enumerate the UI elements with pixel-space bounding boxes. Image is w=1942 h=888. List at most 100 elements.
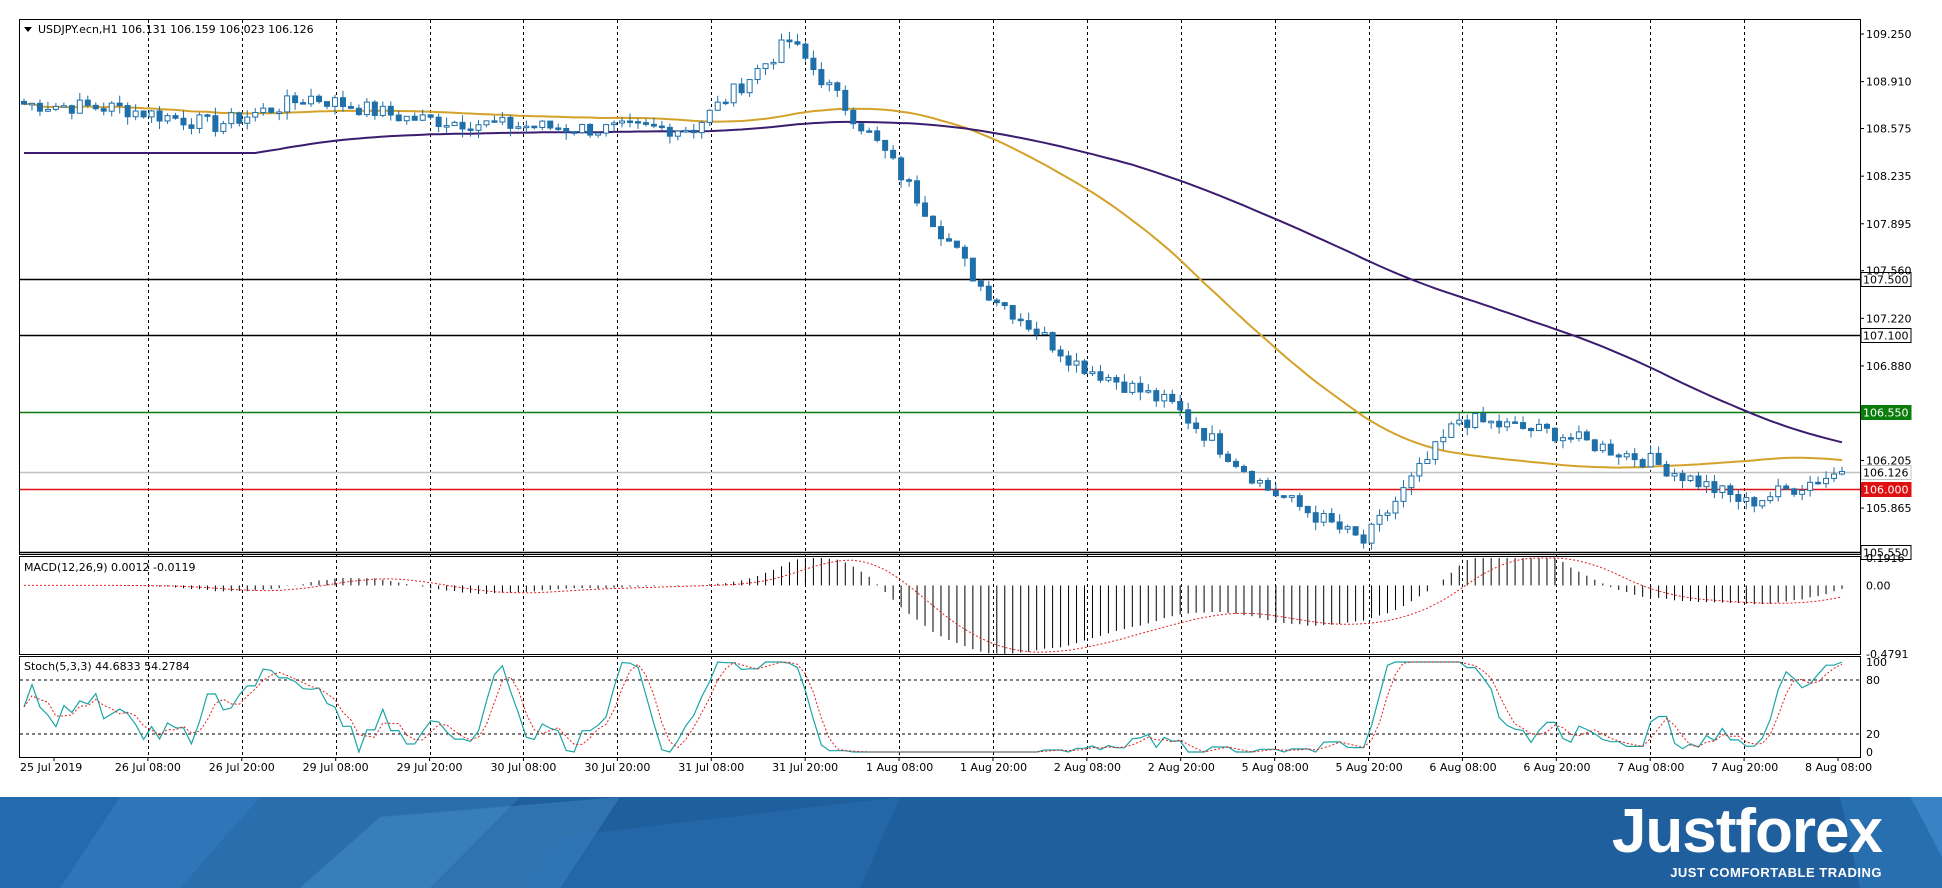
- candle-body: [1807, 481, 1814, 491]
- candle-body: [1663, 463, 1670, 477]
- candle-body: [555, 127, 562, 130]
- candle-body: [579, 123, 586, 134]
- candle-body: [1368, 523, 1375, 544]
- candle-body: [1815, 481, 1822, 485]
- candle-body: [754, 68, 761, 81]
- candle-body: [953, 240, 960, 248]
- candle-body: [1448, 423, 1455, 438]
- candle-body: [1193, 422, 1200, 430]
- candle-body: [188, 124, 195, 129]
- time-label: 7 Aug 20:00: [1711, 761, 1778, 774]
- candle-body: [1464, 419, 1471, 428]
- candle-body: [1504, 421, 1511, 428]
- candle-body: [1416, 463, 1423, 477]
- candle-body: [1233, 460, 1239, 467]
- candle-body: [1480, 413, 1487, 423]
- candle-body: [308, 95, 315, 105]
- candle-body: [898, 157, 905, 181]
- candle-body: [922, 202, 929, 217]
- price-label: 107.895: [1866, 218, 1912, 231]
- candle-body: [611, 122, 618, 126]
- time-label: 5 Aug 20:00: [1336, 761, 1403, 774]
- candle-body: [969, 257, 976, 282]
- candle-body: [1440, 436, 1447, 443]
- footer-decor: [0, 797, 1942, 888]
- candle-body: [842, 89, 849, 111]
- candle-body: [172, 115, 179, 119]
- candle-body: [674, 130, 681, 137]
- candle-body: [1240, 465, 1247, 472]
- candle-body: [595, 132, 602, 136]
- candle-body: [1121, 381, 1128, 393]
- candle-body: [794, 41, 801, 45]
- stoch-signal-line: [23, 661, 1843, 753]
- candle-body: [1025, 320, 1032, 330]
- candle-body: [547, 120, 554, 129]
- candle-body: [1201, 428, 1208, 441]
- candle-body: [1161, 393, 1168, 402]
- candle-body: [1623, 453, 1630, 458]
- candle-body: [1065, 355, 1072, 366]
- candle-body: [331, 97, 338, 107]
- price-label: 107.560: [1866, 265, 1912, 278]
- candle-body: [1296, 495, 1303, 507]
- candle-body: [260, 107, 267, 114]
- candle-body: [483, 120, 490, 126]
- candle-body: [666, 126, 673, 137]
- candle-body: [100, 108, 107, 112]
- candle-body: [1791, 488, 1798, 495]
- candle-body: [634, 121, 641, 124]
- candle-body: [571, 131, 578, 134]
- candle-body: [459, 121, 466, 130]
- candle-body: [1328, 513, 1335, 523]
- candle-body: [252, 112, 259, 118]
- ma-slow-line: [24, 120, 1843, 444]
- candle-body: [1679, 473, 1686, 481]
- candle-body: [961, 246, 968, 259]
- candle-body: [523, 125, 530, 129]
- candle-body: [475, 124, 482, 131]
- candle-body: [1607, 443, 1614, 456]
- candle-body: [1719, 485, 1726, 493]
- candle-body: [1312, 512, 1319, 523]
- candle-body: [738, 83, 745, 94]
- candle-body: [1105, 377, 1112, 381]
- candle-body: [1711, 481, 1718, 493]
- candle-body: [890, 149, 897, 159]
- stoch-axis-label: 80: [1866, 674, 1880, 687]
- candle-body: [1528, 427, 1535, 432]
- candle-body: [858, 123, 865, 132]
- time-label: 25 Jul 2019: [20, 761, 82, 774]
- stoch-main-line: [23, 661, 1843, 754]
- candle-body: [1727, 485, 1734, 496]
- candle-body: [324, 101, 330, 107]
- candle-body: [1695, 475, 1702, 488]
- candle-body: [60, 105, 67, 108]
- candle-body: [92, 104, 99, 110]
- candle-body: [746, 79, 753, 94]
- time-label: 26 Jul 08:00: [115, 761, 181, 774]
- macd-pane: [24, 557, 1843, 654]
- brand-footer: Justforex JUST COMFORTABLE TRADING: [0, 797, 1942, 888]
- candle-body: [1520, 422, 1527, 429]
- dropdown-triangle-icon[interactable]: [24, 27, 32, 32]
- candle-body: [906, 179, 913, 182]
- stochastic-pane: [20, 661, 1860, 754]
- candle-body: [1384, 512, 1391, 516]
- candle-body: [714, 101, 721, 111]
- time-label: 29 Jul 20:00: [397, 761, 463, 774]
- trading-chart[interactable]: 107.500 107.100 106.550 106.126 106.000 105.5…: [0, 0, 1942, 797]
- candle-body: [339, 97, 346, 108]
- candle-body: [284, 95, 291, 113]
- candle-body: [52, 105, 59, 110]
- price-label: 106.880: [1866, 360, 1912, 373]
- candle-body: [682, 129, 689, 133]
- candle-body: [1687, 475, 1694, 481]
- time-label: 6 Aug 08:00: [1429, 761, 1496, 774]
- candle-body: [1177, 400, 1184, 411]
- level-tag-label: 106.550: [1863, 407, 1909, 420]
- candle-body: [1583, 431, 1590, 441]
- candle-body: [930, 215, 936, 228]
- candle-body: [355, 107, 362, 116]
- candle-body: [1185, 409, 1192, 424]
